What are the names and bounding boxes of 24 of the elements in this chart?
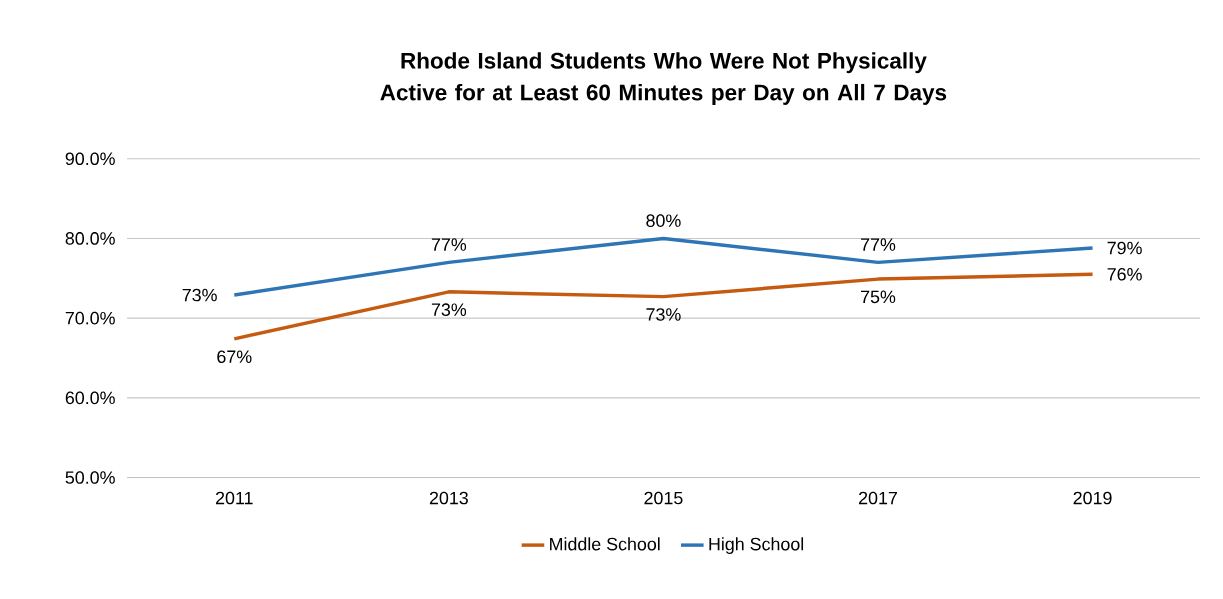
y-tick-label: 80.0% — [65, 232, 115, 245]
x-tick-label: 2013 — [429, 491, 468, 505]
data-label: 77% — [431, 238, 467, 251]
y-tick-label: 70.0% — [65, 311, 115, 325]
data-label: 73% — [182, 288, 217, 302]
y-tick-label: 50.0% — [65, 471, 115, 484]
data-label: 75% — [861, 290, 896, 304]
x-tick-label: 2011 — [215, 491, 253, 505]
data-label: 80% — [646, 214, 681, 227]
x-tick-label: 2015 — [644, 491, 683, 505]
x-tick-label: 2019 — [1073, 491, 1112, 505]
legend-label: Middle School — [550, 537, 660, 551]
legend-label: High School — [709, 537, 804, 554]
data-label: 73% — [646, 308, 681, 321]
data-label: 77% — [861, 238, 896, 251]
data-label: 79% — [1107, 241, 1142, 255]
y-tick-label: 60.0% — [65, 391, 115, 405]
data-label: 76% — [1107, 267, 1142, 281]
data-label: 73% — [431, 303, 467, 316]
x-tick-label: 2017 — [859, 491, 897, 505]
chart-title: Rhode Island Students Who Were Not Physically Active for at Least 60 Minutes per Day on All 7 Days — [380, 52, 947, 105]
y-tick-label: 90.0% — [65, 152, 115, 165]
line-series — [232, 272, 1095, 341]
data-label: 67% — [217, 350, 252, 363]
